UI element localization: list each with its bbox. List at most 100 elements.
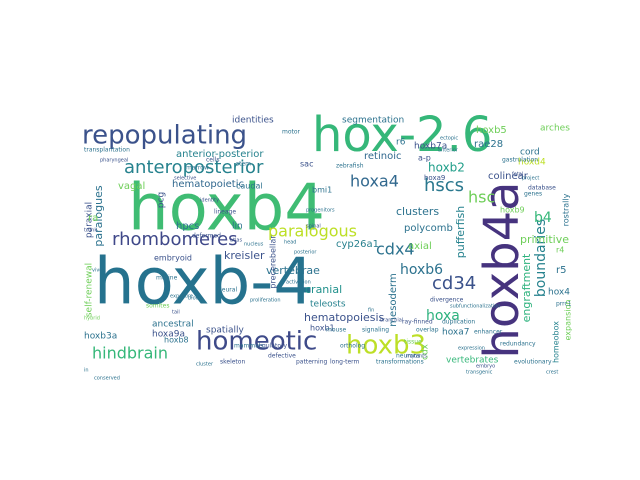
word: hpcs <box>176 221 199 232</box>
word: hybrid <box>84 316 100 322</box>
word: hoxb7a <box>414 142 447 152</box>
word: primitive <box>520 233 569 246</box>
word: hoxb8 <box>164 336 189 345</box>
word: subfunctionalization <box>450 304 500 310</box>
word: transplantation <box>84 147 130 154</box>
word: project <box>522 176 539 182</box>
word: tail <box>172 310 180 316</box>
word: nucleus <box>244 242 264 248</box>
word: genes <box>524 191 542 198</box>
word: head <box>284 240 296 246</box>
word: lin <box>232 222 243 232</box>
word: homeobox <box>552 321 561 363</box>
word: ancestral <box>152 320 194 330</box>
word: tissue <box>404 339 422 346</box>
word: hscs <box>424 175 464 196</box>
word: bmi1 <box>312 186 332 195</box>
word: rhombomeres <box>112 229 238 250</box>
word: cranial <box>305 283 342 296</box>
word: hoxb2 <box>428 161 465 175</box>
word: posterior <box>294 250 317 256</box>
word: neurons <box>396 353 420 360</box>
word: enhancer <box>474 329 503 336</box>
word: hoxa9 <box>424 174 445 182</box>
word: deformed <box>192 233 221 240</box>
word: sac <box>300 160 313 169</box>
word: r6 <box>396 138 406 148</box>
word: prrc1 <box>556 301 572 308</box>
word: exposure <box>170 294 193 300</box>
word-cloud-words: hoxb4 hoxb-4 hox-2.6 hoxb4a repopulating… <box>82 107 573 382</box>
word: mutants <box>406 354 427 360</box>
word: cells <box>206 157 219 164</box>
word: database <box>528 185 556 192</box>
word: neural <box>218 287 237 294</box>
word: clusters <box>396 205 439 218</box>
word: blood <box>188 296 202 302</box>
word: axial <box>408 241 432 252</box>
word: arches <box>540 124 570 134</box>
word: rostrally <box>562 193 571 226</box>
word: cluster <box>196 362 214 368</box>
word: fetal <box>512 172 523 178</box>
word: pcg <box>157 192 167 208</box>
word: kreisler <box>224 249 265 262</box>
word: boundaries <box>533 219 549 297</box>
word: hox4 <box>548 288 570 298</box>
word: atlas <box>230 238 242 244</box>
word: hoxb4a <box>474 181 530 358</box>
word: mouse <box>326 327 346 334</box>
word: hematopoiesis <box>304 311 385 324</box>
word: hoxb-4 <box>94 246 314 320</box>
word: cd34 <box>432 273 476 294</box>
word: vagal <box>118 181 145 192</box>
word: r4 <box>556 246 564 255</box>
word: in <box>84 368 89 374</box>
word: crest <box>546 370 558 376</box>
word: hoxa <box>426 308 460 324</box>
word: ectopic <box>440 136 458 142</box>
word: marrow <box>186 165 209 172</box>
word: fin <box>368 308 374 314</box>
word: regulatory <box>256 343 287 350</box>
word: rae28 <box>474 139 503 150</box>
word: branchial <box>380 318 403 324</box>
word: transgenic <box>466 370 493 376</box>
word: cyp26a1 <box>336 239 379 250</box>
word: defective <box>268 353 296 360</box>
word: repopulating <box>82 121 247 151</box>
word: progenitors <box>306 208 335 214</box>
word: retinoic <box>364 151 401 162</box>
word: mesoderm <box>388 273 399 326</box>
word: vertebrae <box>266 264 320 277</box>
word: anteroposterior <box>124 157 264 178</box>
word: pharyngeal <box>100 158 128 164</box>
word: hoxa9a <box>152 330 185 340</box>
word: conserved <box>94 376 120 382</box>
word: ra <box>88 213 98 224</box>
word: b4 <box>534 210 552 226</box>
word: pufferfish <box>454 206 467 258</box>
word: overlap <box>416 327 439 334</box>
word: signaling <box>362 327 389 334</box>
word: hoxb4 <box>128 172 325 246</box>
word: zebrafish <box>336 163 364 170</box>
word: expansion <box>564 300 573 341</box>
word: hoxb3a <box>84 332 117 342</box>
word: precerebellar <box>269 235 278 289</box>
word: spatially <box>206 326 244 336</box>
word: anterior-posterior <box>176 149 264 160</box>
word: hindbrain <box>92 344 168 363</box>
word: hoxa7 <box>442 328 470 338</box>
word: selective <box>174 176 196 182</box>
word: caudal <box>236 182 263 191</box>
word: hoxb9 <box>500 206 525 215</box>
word: hoxb3 <box>346 331 426 361</box>
word: identity <box>200 198 219 204</box>
word: patterning <box>296 359 328 366</box>
word: activation <box>286 280 311 286</box>
word: colinear <box>488 171 529 182</box>
word: hoxb5 <box>476 125 507 136</box>
word: gastrulation <box>502 157 538 164</box>
